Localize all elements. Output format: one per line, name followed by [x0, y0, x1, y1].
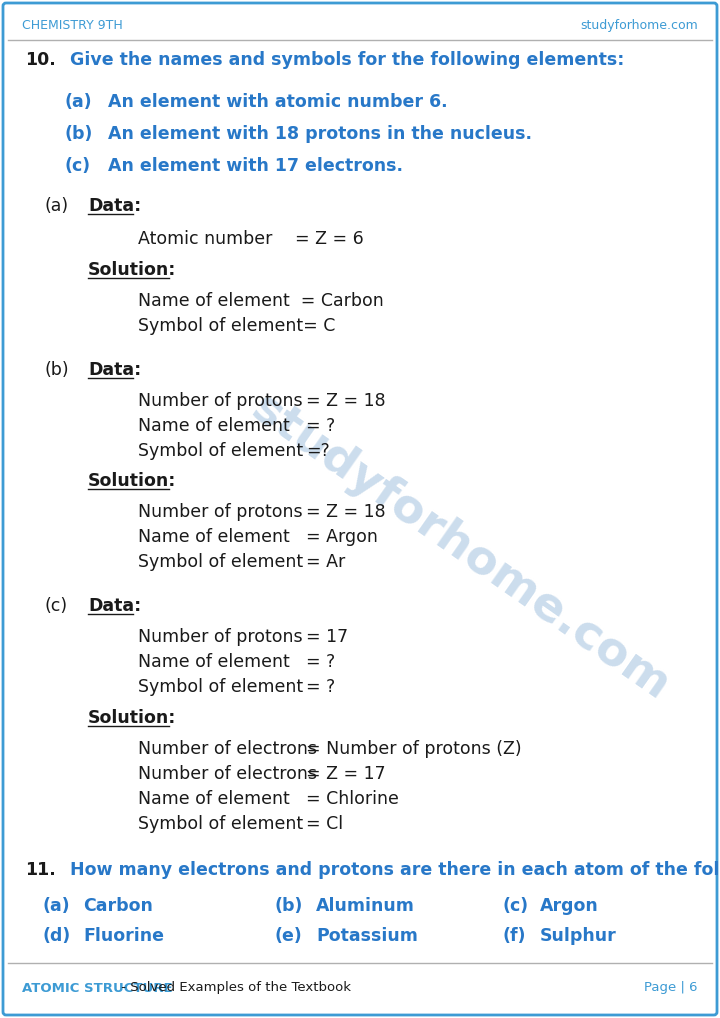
- Text: = Argon: = Argon: [306, 528, 378, 546]
- Text: Symbol of element: Symbol of element: [138, 442, 303, 460]
- Text: = Chlorine: = Chlorine: [306, 790, 399, 808]
- Text: Carbon: Carbon: [83, 897, 153, 915]
- Text: Page | 6: Page | 6: [644, 981, 698, 995]
- Text: (c): (c): [65, 157, 91, 175]
- Text: Data:: Data:: [88, 361, 141, 379]
- Text: (c): (c): [45, 597, 68, 615]
- Text: = Z = 17: = Z = 17: [306, 765, 386, 783]
- Text: (a): (a): [42, 897, 70, 915]
- Text: = Number of protons (Z): = Number of protons (Z): [306, 740, 521, 758]
- Text: Name of element  = Carbon: Name of element = Carbon: [138, 292, 384, 310]
- Text: Potassium: Potassium: [316, 927, 418, 945]
- Text: Symbol of element: Symbol of element: [138, 678, 303, 696]
- Text: Number of electrons: Number of electrons: [138, 740, 317, 758]
- Text: Data:: Data:: [88, 197, 141, 215]
- Text: ATOMIC STRUCTURE: ATOMIC STRUCTURE: [22, 981, 173, 995]
- Text: An element with 17 electrons.: An element with 17 electrons.: [108, 157, 403, 175]
- Text: Symbol of element: Symbol of element: [138, 553, 303, 571]
- Text: How many electrons and protons are there in each atom of the following.: How many electrons and protons are there…: [70, 861, 720, 879]
- Text: = ?: = ?: [306, 417, 336, 435]
- Text: Argon: Argon: [540, 897, 599, 915]
- Text: Number of protons: Number of protons: [138, 628, 302, 646]
- Text: An element with atomic number 6.: An element with atomic number 6.: [108, 93, 448, 111]
- Text: Solution:: Solution:: [88, 709, 176, 727]
- Text: Solution:: Solution:: [88, 261, 176, 279]
- Text: (c): (c): [502, 897, 528, 915]
- Text: (a): (a): [45, 197, 69, 215]
- FancyBboxPatch shape: [3, 3, 717, 1015]
- Text: = ?: = ?: [306, 678, 336, 696]
- Text: = Z = 6: = Z = 6: [295, 230, 364, 248]
- Text: Data:: Data:: [88, 597, 141, 615]
- Text: = Cl: = Cl: [306, 815, 343, 833]
- Text: Number of protons: Number of protons: [138, 503, 302, 521]
- Text: 10.: 10.: [25, 51, 55, 69]
- Text: An element with 18 protons in the nucleus.: An element with 18 protons in the nucleu…: [108, 125, 532, 143]
- Text: Symbol of element= C: Symbol of element= C: [138, 317, 336, 335]
- Text: Sulphur: Sulphur: [540, 927, 617, 945]
- Text: (e): (e): [275, 927, 302, 945]
- Text: Name of element: Name of element: [138, 528, 289, 546]
- Text: = Z = 18: = Z = 18: [306, 503, 386, 521]
- Text: Name of element: Name of element: [138, 790, 289, 808]
- Text: = 17: = 17: [306, 628, 348, 646]
- Text: - Solved Examples of the Textbook: - Solved Examples of the Textbook: [117, 981, 351, 995]
- Text: CHEMISTRY 9TH: CHEMISTRY 9TH: [22, 18, 122, 32]
- Text: (d): (d): [42, 927, 71, 945]
- Text: Name of element: Name of element: [138, 653, 289, 671]
- Text: Name of element: Name of element: [138, 417, 289, 435]
- Text: Symbol of element: Symbol of element: [138, 815, 303, 833]
- Text: = ?: = ?: [306, 653, 336, 671]
- Text: = Z = 18: = Z = 18: [306, 392, 386, 410]
- Text: Number of protons: Number of protons: [138, 392, 302, 410]
- Text: Fluorine: Fluorine: [83, 927, 164, 945]
- Text: (b): (b): [45, 361, 70, 379]
- Text: Give the names and symbols for the following elements:: Give the names and symbols for the follo…: [70, 51, 624, 69]
- Text: =?: =?: [306, 442, 330, 460]
- Text: studyforhome.com: studyforhome.com: [580, 18, 698, 32]
- Text: (f): (f): [502, 927, 526, 945]
- Text: Atomic number: Atomic number: [138, 230, 272, 248]
- Text: = Ar: = Ar: [306, 553, 346, 571]
- Text: studyforhome.com: studyforhome.com: [242, 386, 678, 710]
- Text: (a): (a): [65, 93, 93, 111]
- Text: 11.: 11.: [25, 861, 55, 879]
- Text: (b): (b): [275, 897, 303, 915]
- Text: Aluminum: Aluminum: [316, 897, 415, 915]
- Text: Solution:: Solution:: [88, 472, 176, 490]
- Text: (b): (b): [65, 125, 94, 143]
- Text: Number of electrons: Number of electrons: [138, 765, 317, 783]
